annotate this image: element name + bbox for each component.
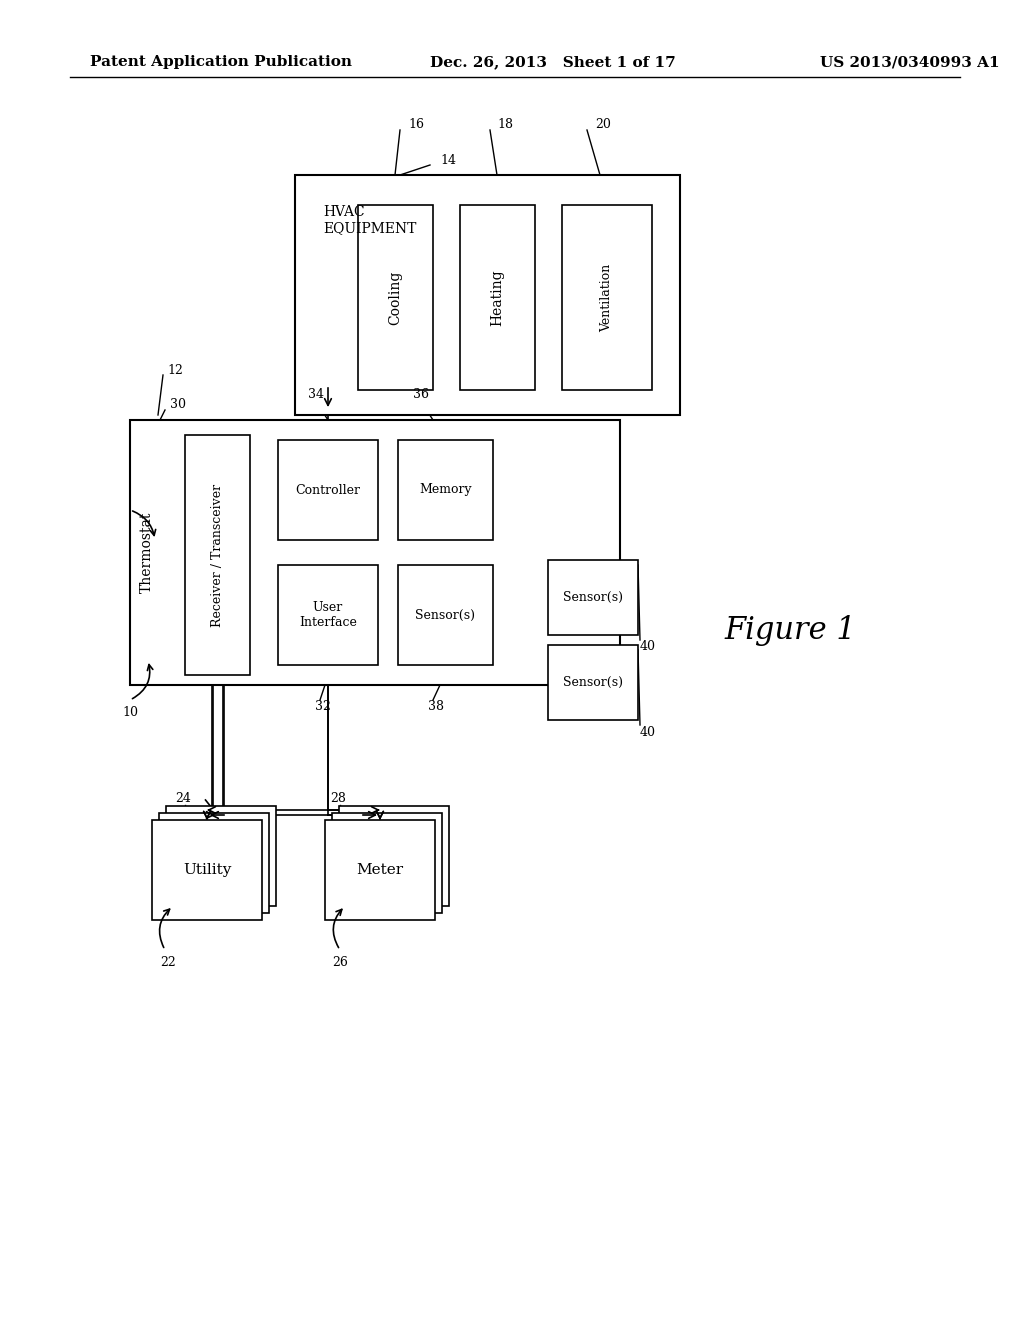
Bar (398, 440, 493, 540)
Bar (278, 440, 378, 540)
Text: 14: 14 (440, 153, 456, 166)
Text: 16: 16 (408, 119, 424, 132)
Text: User
Interface: User Interface (299, 601, 357, 630)
Text: 12: 12 (167, 363, 183, 376)
Text: US 2013/0340993 A1: US 2013/0340993 A1 (820, 55, 999, 69)
Text: Utility: Utility (183, 863, 231, 876)
Bar (548, 560, 638, 635)
Text: 20: 20 (595, 119, 611, 132)
Text: 34: 34 (308, 388, 324, 401)
Text: 38: 38 (428, 701, 444, 714)
Text: 26: 26 (332, 956, 348, 969)
Bar (130, 420, 620, 685)
Text: 36: 36 (413, 388, 429, 401)
Text: Receiver / Transceiver: Receiver / Transceiver (211, 483, 224, 627)
Bar (325, 820, 435, 920)
Bar (278, 565, 378, 665)
Bar (185, 436, 250, 675)
Bar (562, 205, 652, 389)
Bar (460, 205, 535, 389)
Text: 28: 28 (330, 792, 346, 804)
Text: Sensor(s): Sensor(s) (563, 676, 623, 689)
Text: Thermostat: Thermostat (140, 512, 154, 593)
Text: Meter: Meter (356, 863, 403, 876)
Text: 32: 32 (315, 701, 331, 714)
Text: 30: 30 (170, 399, 186, 412)
Text: 18: 18 (497, 119, 513, 132)
Text: Cooling: Cooling (388, 271, 402, 325)
Text: Figure 1: Figure 1 (724, 615, 856, 645)
Text: 40: 40 (640, 726, 656, 738)
Text: 22: 22 (160, 956, 176, 969)
Text: 24: 24 (175, 792, 190, 804)
Text: Sensor(s): Sensor(s) (416, 609, 475, 622)
Bar (295, 176, 680, 414)
Text: Patent Application Publication: Patent Application Publication (90, 55, 352, 69)
Text: Controller: Controller (296, 483, 360, 496)
Bar (398, 565, 493, 665)
Text: Ventilation: Ventilation (600, 264, 613, 333)
Bar (152, 820, 262, 920)
Bar (358, 205, 433, 389)
Text: 10: 10 (122, 705, 138, 718)
Text: Memory: Memory (419, 483, 472, 496)
Bar (548, 645, 638, 719)
Bar (166, 807, 276, 906)
Bar (332, 813, 442, 913)
Text: Sensor(s): Sensor(s) (563, 591, 623, 605)
Bar (159, 813, 269, 913)
Text: Heating: Heating (490, 269, 504, 326)
Text: 40: 40 (640, 640, 656, 653)
Text: Dec. 26, 2013   Sheet 1 of 17: Dec. 26, 2013 Sheet 1 of 17 (430, 55, 676, 69)
Text: HVAC
EQUIPMENT: HVAC EQUIPMENT (323, 205, 417, 235)
Bar (339, 807, 449, 906)
